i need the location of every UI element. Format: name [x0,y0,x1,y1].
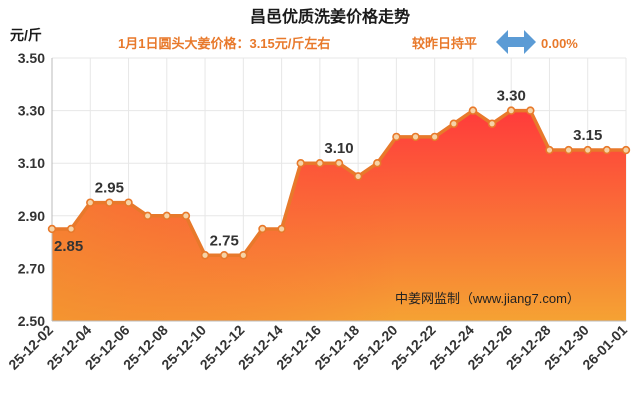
data-point [315,159,325,168]
data-point [411,132,420,142]
y-tick-label: 3.30 [18,103,45,119]
double-arrow-icon [496,30,536,54]
data-label: 2.85 [54,238,83,255]
data-point [181,211,191,221]
watermark-text: 中姜网监制（www.jiang7.com） [395,291,580,306]
data-point [143,211,152,221]
data-point [105,198,114,207]
data-point [353,172,363,181]
data-point [602,145,612,155]
y-tick-labels: 2.50 2.70 2.90 3.10 3.30 3.50 [18,50,45,329]
data-label: 3.30 [497,88,526,105]
y-axis-label: 元/斤 [10,27,42,43]
subtitle-price: 1月1日圆头大姜价格：3.15元/斤左右 [118,36,330,51]
x-tick-labels: 25-12-0225-12-0425-12-0625-12-0825-12-10… [5,322,630,373]
data-point [220,251,229,260]
data-label: 2.75 [210,232,239,249]
data-labels: 2.85 2.95 2.75 3.10 3.30 3.15 [54,88,602,255]
data-point [239,251,248,260]
data-point [430,132,439,142]
data-point [545,145,554,155]
data-point [564,145,573,155]
data-point [583,145,592,155]
series-points [47,106,631,260]
y-tick-label: 2.90 [18,208,45,224]
data-point [66,224,76,234]
data-point [373,159,382,168]
data-point [449,119,458,128]
data-point [526,106,535,115]
y-tick-label: 2.50 [18,313,45,329]
data-point [392,132,401,142]
data-label: 3.15 [573,127,602,144]
data-point [258,224,267,234]
y-tick-label: 3.50 [18,50,45,66]
data-point [47,224,57,234]
data-point [200,251,210,260]
area-fill-overlay [52,110,626,321]
data-point [468,106,478,115]
data-point [86,198,95,207]
subtitle-change-value: 0.00% [541,36,578,51]
data-point [277,224,286,234]
data-point [162,211,172,221]
data-point [487,119,497,128]
data-label: 2.95 [95,180,124,197]
data-point [334,159,344,168]
y-tick-label: 2.70 [18,260,45,276]
y-tick-label: 3.10 [18,155,45,171]
data-point [507,106,516,115]
data-point [124,198,133,207]
data-label: 3.10 [324,140,353,157]
data-point [296,159,305,168]
chart-title: 昌邑优质洗姜价格走势 [250,7,410,26]
area-fill [52,110,626,321]
subtitle-change-label: 较昨日持平 [412,36,477,51]
data-point [621,145,631,155]
